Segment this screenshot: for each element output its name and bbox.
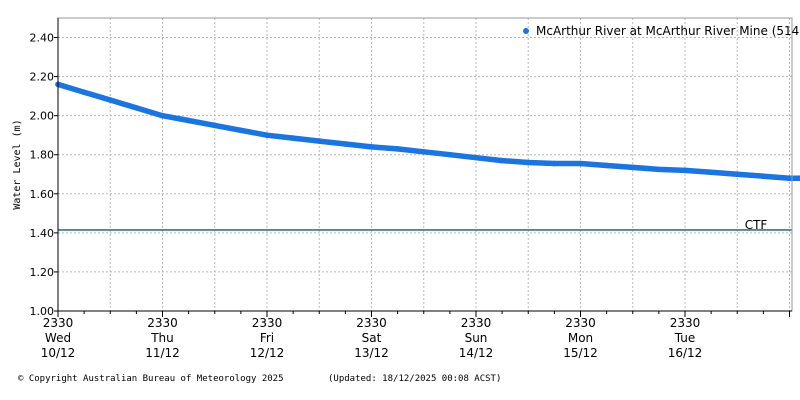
- x-axis: 2330Wed10/122330Thu11/122330Fri12/122330…: [41, 311, 790, 360]
- plot-frame: [57, 17, 793, 312]
- data-point: [786, 175, 793, 181]
- data-point: [316, 138, 323, 144]
- x-tick-date: 11/12: [145, 346, 180, 360]
- data-point: [447, 151, 453, 158]
- y-tick-label: 1.00: [30, 305, 55, 318]
- x-tick-weekday: Thu: [150, 331, 174, 345]
- data-point: [577, 160, 584, 167]
- x-tick-time: 2330: [565, 316, 596, 330]
- x-tick-date: 14/12: [459, 346, 494, 360]
- data-point: [290, 135, 296, 141]
- grid-layer: [58, 18, 792, 312]
- legend-label: McArthur River at McArthur River Mine (5…: [536, 24, 800, 38]
- x-tick-date: 12/12: [250, 346, 285, 360]
- data-point: [211, 122, 218, 129]
- x-tick-weekday: Mon: [568, 331, 593, 345]
- y-tick-label: 2.00: [30, 110, 55, 123]
- y-axis: 1.00 1.20 1.40 1.60 1.80 2.00 2.20 2.40: [30, 32, 58, 318]
- copyright-text: © Copyright Australian Bureau of Meteoro…: [18, 374, 284, 384]
- updated-timestamp: (Updated: 18/12/2025 00:08 ACST): [328, 374, 502, 384]
- data-point: [368, 144, 375, 150]
- series-line: [55, 81, 800, 181]
- x-tick-date: 15/12: [563, 346, 598, 360]
- data-point: [734, 171, 741, 178]
- data-point: [499, 157, 505, 164]
- y-tick-label: 1.60: [30, 188, 55, 201]
- x-tick-time: 2330: [461, 316, 492, 330]
- y-tick-label: 1.40: [30, 227, 55, 240]
- data-point: [107, 97, 114, 103]
- data-point: [760, 173, 767, 180]
- data-point: [682, 167, 688, 174]
- data-point: [159, 112, 166, 119]
- x-tick-time: 2330: [356, 316, 387, 330]
- y-tick-label: 2.40: [30, 32, 55, 45]
- x-tick-time: 2330: [43, 316, 74, 330]
- x-tick-weekday: Tue: [674, 331, 696, 345]
- y-tick-label: 1.80: [30, 149, 55, 162]
- x-tick-weekday: Sat: [362, 331, 382, 345]
- data-point: [629, 164, 636, 171]
- data-point: [708, 169, 714, 176]
- legend-marker: [523, 28, 529, 34]
- data-point: [264, 132, 270, 138]
- data-point: [81, 89, 87, 96]
- y-tick-label: 1.20: [30, 266, 55, 279]
- frame-layer: [57, 17, 793, 312]
- data-point: [185, 117, 192, 124]
- data-point: [238, 127, 244, 134]
- data-point: [420, 149, 427, 155]
- data-point: [603, 162, 610, 169]
- data-point: [525, 159, 532, 166]
- y-tick-label: 2.20: [30, 71, 55, 84]
- x-tick-date: 13/12: [354, 346, 389, 360]
- x-tick-time: 2330: [147, 316, 178, 330]
- data-point: [473, 154, 479, 161]
- data-point: [551, 160, 558, 167]
- x-tick-date: 10/12: [41, 346, 76, 360]
- x-tick-time: 2330: [670, 316, 701, 330]
- data-point: [394, 146, 401, 152]
- y-axis-label: Water Level (m): [12, 119, 23, 209]
- threshold-layer: CTF: [58, 218, 792, 232]
- data-point: [797, 175, 800, 181]
- data-point: [656, 166, 662, 173]
- x-tick-date: 16/12: [668, 346, 703, 360]
- legend: McArthur River at McArthur River Mine (5…: [523, 24, 800, 38]
- data-point: [133, 105, 140, 111]
- series-layer: [55, 81, 800, 181]
- x-tick-weekday: Fri: [260, 331, 274, 345]
- x-tick-time: 2330: [252, 316, 283, 330]
- data-point: [342, 141, 349, 147]
- x-tick-weekday: Wed: [45, 331, 71, 345]
- ctf-threshold-label: CTF: [745, 218, 768, 232]
- x-tick-weekday: Sun: [465, 331, 488, 345]
